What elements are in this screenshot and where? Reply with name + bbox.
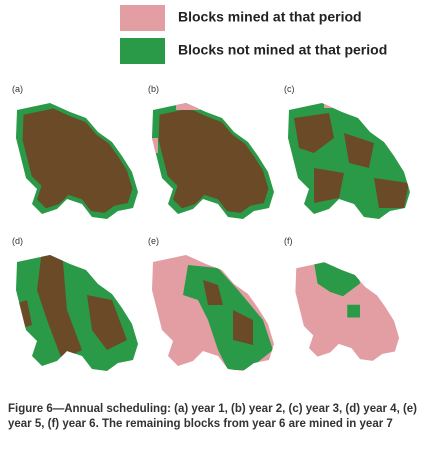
map-b <box>152 103 274 219</box>
map-c <box>288 103 410 219</box>
panel-label: (a) <box>12 84 23 94</box>
map-e <box>152 255 274 371</box>
panel-label: (b) <box>148 84 159 94</box>
caption: Figure 6—Annual scheduling: (a) year 1, … <box>8 403 418 430</box>
figure: Blocks mined at that period Blocks not m… <box>12 5 410 371</box>
map-d <box>16 255 138 371</box>
legend-swatch <box>120 38 165 64</box>
panel-label: (f) <box>284 236 293 246</box>
legend-label: Blocks not mined at that period <box>178 42 387 58</box>
legend-label: Blocks mined at that period <box>178 9 362 25</box>
panel-label: (d) <box>12 236 23 246</box>
legend-swatch <box>120 5 165 31</box>
panel-label: (e) <box>148 236 159 246</box>
map-a <box>16 103 138 219</box>
map-f <box>295 262 400 361</box>
panel-label: (c) <box>284 84 295 94</box>
